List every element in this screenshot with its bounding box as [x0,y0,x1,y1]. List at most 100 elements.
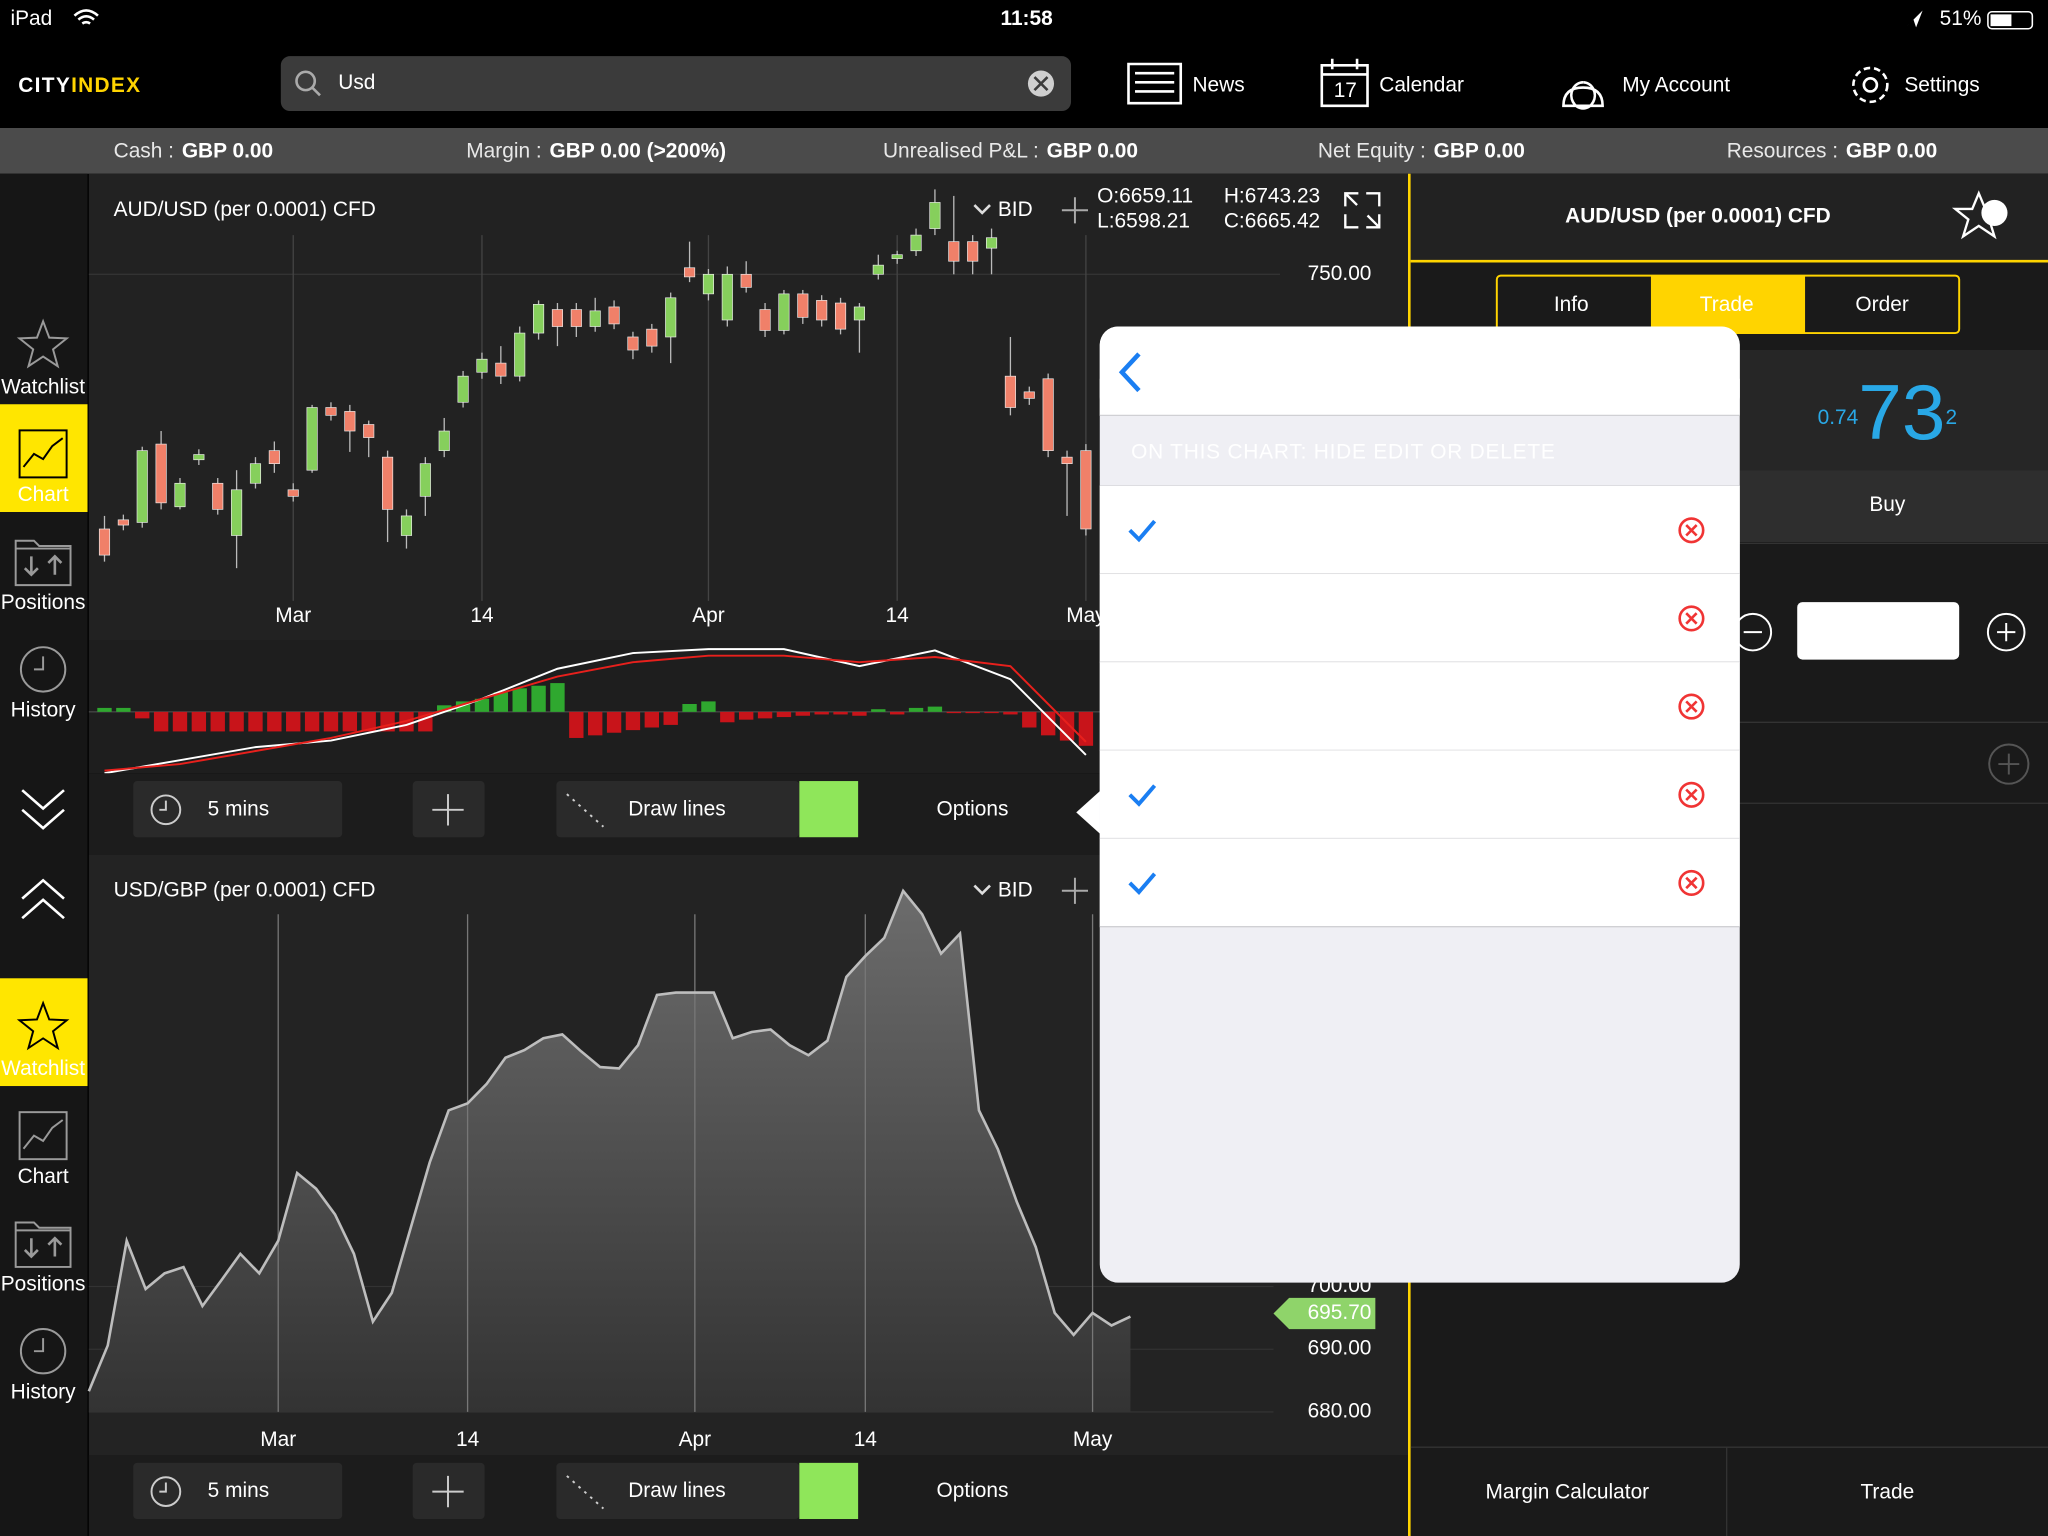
indicator-row[interactable] [1099,485,1740,575]
status-battery: 51% [1940,7,1982,30]
tab[interactable]: Info [1554,293,1589,316]
sidebar-label[interactable]: Positions [1,1273,86,1296]
sidebar-label[interactable]: Positions [1,591,86,614]
draw-label[interactable]: Draw lines [628,797,725,820]
clock-hands [159,800,167,811]
candle-body [948,241,960,262]
sidebar-label[interactable]: Chart [18,483,69,506]
bid-chevron[interactable] [973,204,991,215]
x-tick-label: 14 [470,604,493,627]
delete-x [1685,876,1698,890]
ohlc-value: C:6665.42 [1224,210,1320,233]
footer-button[interactable]: Margin Calculator [1486,1480,1650,1503]
back-chevron[interactable] [1118,352,1141,393]
macd-bar [757,711,773,719]
indicator-name[interactable]: Bollinger Bands 1 [1185,503,1352,540]
delete-button[interactable] [1678,781,1705,808]
interval-button[interactable] [133,1462,343,1520]
draw-color[interactable] [799,1462,859,1520]
sidebar-label[interactable]: Watchlist [1,1057,85,1080]
sidebar-label[interactable]: History [11,1380,77,1403]
buy-button[interactable]: Buy [1869,493,1906,516]
expand-up[interactable] [21,878,65,920]
bid-chevron[interactable] [973,884,991,896]
indicator-row[interactable] [1099,574,1740,663]
tab-active[interactable] [1650,275,1806,334]
check-mark[interactable] [1128,872,1157,895]
macd-bar [286,711,301,732]
macd-bar [814,711,829,715]
indicator-row[interactable] [1099,838,1740,927]
macd-bar [795,711,810,716]
indicator-row[interactable] [1099,750,1740,839]
sidebar-label[interactable]: Watchlist [1,375,85,398]
draw-button[interactable] [556,1462,800,1520]
candle-body [721,273,733,321]
crosshair-icon[interactable] [1061,877,1088,904]
chart-title: USD/GBP (per 0.0001) CFD [114,878,376,901]
draw-icon [566,1475,605,1510]
search-text[interactable]: Usd [338,71,375,94]
macd-bar [739,711,754,720]
delete-button[interactable] [1678,869,1705,896]
account-label: Resources : [1727,139,1838,162]
nav-item[interactable]: My Account [1622,74,1730,97]
sidebar-label[interactable]: Chart [18,1165,69,1188]
positions-icon-arrows [23,1236,63,1259]
crosshair-icon[interactable] [1061,197,1088,224]
candle-body [400,515,413,536]
options-button[interactable]: Options [936,797,1008,820]
draw-button[interactable] [556,781,800,838]
chart-title: AUD/USD (per 0.0001) CFD [114,198,376,221]
check-mark[interactable] [1128,519,1157,543]
back-button[interactable]: Options [1156,360,1228,383]
draw-color[interactable] [799,781,859,838]
indicator-row[interactable] [1099,662,1740,751]
indicator-name[interactable]: MACD [1185,782,1246,805]
history-icon-hands [33,1338,45,1353]
price-type[interactable]: BID [998,878,1033,901]
nav-item[interactable]: News [1192,74,1244,97]
indicator-name[interactable]: Aroon 2 [1185,856,1261,893]
account-label: Unrealised P&L : [883,139,1039,162]
collapse-down[interactable] [21,789,65,830]
tab[interactable]: Order [1855,293,1908,316]
account-value: GBP 0.00 [182,139,273,162]
candle-body [608,306,620,325]
interval-label[interactable]: 5 mins [208,797,269,820]
quantity-placeholder[interactable]: Quantity [1839,620,1917,643]
interval-label[interactable]: 5 mins [208,1479,269,1502]
delete-button[interactable] [1678,693,1705,720]
price-type[interactable]: BID [998,198,1033,221]
macd-bar [682,704,697,712]
nav-item[interactable]: Calendar [1379,74,1464,97]
add-button[interactable] [1988,743,2030,785]
draw-label[interactable]: Draw lines [628,1479,725,1502]
tab[interactable]: Trade [1700,293,1754,316]
delete-button[interactable] [1678,605,1705,632]
delete-button[interactable] [1678,517,1705,544]
search-box[interactable] [280,56,1072,112]
sidebar-label[interactable]: History [11,699,77,722]
sidebar-active[interactable] [0,978,88,1087]
macd-bar [720,711,735,723]
nav-item[interactable]: Settings [1904,74,1979,97]
indicator-name[interactable]: Aroon 1 [1185,680,1261,717]
expand-icon[interactable] [1344,192,1381,229]
candle-body [740,273,752,288]
interval-button[interactable] [133,781,343,838]
quantity-input[interactable] [1797,602,1960,660]
account-value: GBP 0.00 (>200%) [550,139,727,162]
macd-bar [191,711,207,732]
check-mark[interactable] [1128,784,1157,807]
comment-icon[interactable] [1981,199,2008,226]
options-button[interactable]: Options [936,1479,1008,1502]
candle-body [570,309,582,327]
indicator-name[interactable]: Bollinger Bands 2 [1185,592,1352,629]
plus-button[interactable] [1986,612,2026,652]
price: 0.74732 [1818,368,1957,456]
account-item: Margin : GBP 0.00 (>200%) [466,139,726,162]
footer-button[interactable]: Trade [1860,1480,1914,1503]
indicator-index: 2 [1250,856,1262,879]
macd-bar [229,711,244,732]
